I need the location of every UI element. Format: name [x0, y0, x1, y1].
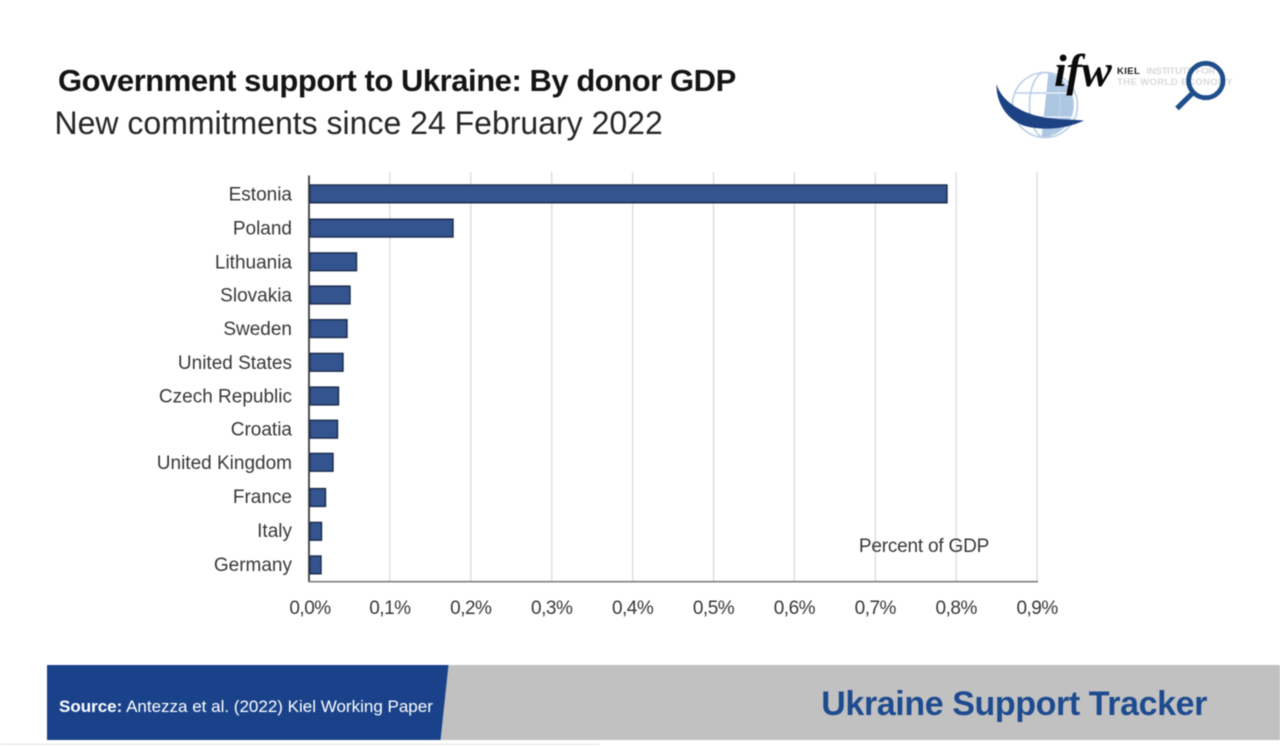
- svg-text:Slovakia: Slovakia: [220, 286, 292, 307]
- svg-text:0,0%: 0,0%: [289, 598, 331, 619]
- svg-text:Croatia: Croatia: [231, 420, 293, 441]
- svg-text:THE WORLD ECONOMY: THE WORLD ECONOMY: [1117, 77, 1233, 88]
- svg-text:Source: Antezza et al. (2022): Source: Antezza et al. (2022) Kiel Worki…: [59, 697, 433, 716]
- svg-text:Czech Republic: Czech Republic: [159, 387, 292, 408]
- svg-text:France: France: [233, 487, 292, 508]
- svg-text:Germany: Germany: [214, 555, 293, 576]
- svg-text:0,7%: 0,7%: [855, 598, 897, 619]
- svg-text:0,9%: 0,9%: [1016, 598, 1058, 619]
- svg-text:Ukraine Support Tracker: Ukraine Support Tracker: [821, 685, 1207, 723]
- svg-text:Italy: Italy: [257, 521, 292, 542]
- svg-text:Poland: Poland: [233, 219, 292, 240]
- svg-text:Lithuania: Lithuania: [215, 252, 293, 273]
- svg-text:0,1%: 0,1%: [369, 598, 411, 619]
- svg-text:0,2%: 0,2%: [450, 598, 492, 619]
- svg-text:0,5%: 0,5%: [693, 598, 735, 619]
- svg-text:United States: United States: [178, 353, 292, 374]
- svg-text:INSTITUTE FOR: INSTITUTE FOR: [1147, 66, 1216, 77]
- svg-text:Percent of GDP: Percent of GDP: [859, 536, 989, 557]
- svg-text:KIEL: KIEL: [1117, 66, 1140, 77]
- svg-text:Estonia: Estonia: [229, 184, 293, 205]
- svg-text:0,4%: 0,4%: [612, 598, 654, 619]
- svg-text:0,8%: 0,8%: [936, 598, 978, 619]
- svg-text:Sweden: Sweden: [223, 319, 292, 340]
- svg-text:0,6%: 0,6%: [774, 598, 816, 619]
- svg-text:United Kingdom: United Kingdom: [157, 453, 292, 474]
- svg-text:ifw: ifw: [1054, 45, 1112, 96]
- svg-text:0,3%: 0,3%: [531, 598, 573, 619]
